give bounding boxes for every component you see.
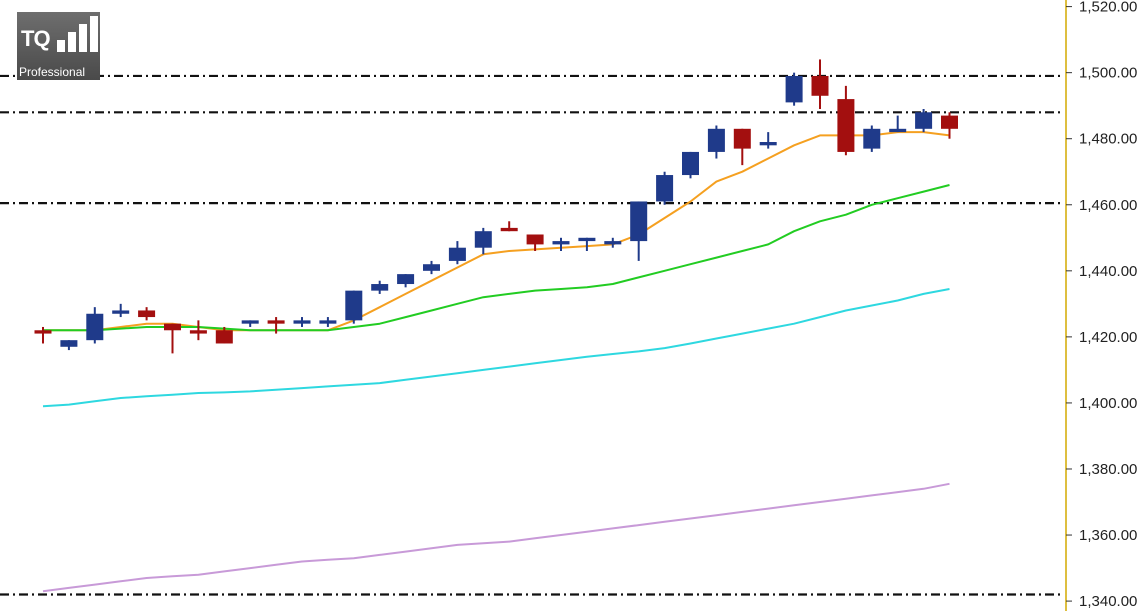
candle-body [293, 320, 311, 324]
candle-body [448, 247, 466, 261]
candle [707, 125, 725, 159]
ma-fast-line [43, 131, 950, 332]
ma-mid-line [43, 184, 950, 332]
candle [630, 201, 648, 261]
y-tick-label: 1,380.00 [1079, 461, 1137, 478]
candle-body [60, 340, 78, 347]
candle [345, 290, 363, 324]
bar-chart-icon [57, 16, 98, 52]
candle [423, 260, 440, 275]
candle-body [423, 264, 440, 271]
logo-brand: TQ [21, 26, 51, 51]
candle [267, 317, 285, 334]
candle [837, 85, 855, 156]
candle-body [189, 330, 207, 334]
candle [889, 115, 907, 133]
candle [397, 274, 415, 288]
candle-body [915, 112, 933, 129]
candle-body [241, 320, 259, 324]
candles [34, 59, 958, 354]
candle-body [526, 234, 544, 245]
candle-body [34, 330, 52, 334]
candle [371, 280, 389, 294]
candle [526, 234, 544, 252]
candle [656, 171, 674, 205]
y-tick-label: 1,420.00 [1079, 329, 1137, 346]
candle [604, 237, 622, 248]
candle [112, 303, 130, 318]
candle [552, 237, 570, 252]
candle-body [733, 128, 751, 149]
logo: TQ Professional [17, 12, 100, 80]
candle [941, 112, 958, 139]
candle-body [682, 151, 699, 176]
candle-body [811, 75, 829, 96]
candle [474, 227, 492, 255]
candle [915, 108, 933, 133]
ma-long-line [42, 482, 950, 593]
candle-body [552, 241, 570, 245]
candle-body [707, 128, 725, 152]
y-tick-label: 1,340.00 [1079, 593, 1137, 610]
candle-body [837, 99, 855, 152]
candle-body [138, 310, 156, 318]
candle-body [267, 320, 285, 324]
candle [863, 125, 881, 152]
candle-body [941, 115, 958, 129]
candle-body [863, 128, 881, 149]
candle-body [578, 237, 596, 242]
candle-body [319, 320, 337, 324]
candle-body [759, 142, 777, 146]
y-tick-label: 1,460.00 [1079, 197, 1137, 214]
candle [60, 340, 78, 351]
candle [759, 132, 777, 149]
y-tick-label: 1,360.00 [1079, 527, 1137, 544]
candle-body [604, 241, 622, 245]
y-tick-label: 1,480.00 [1079, 131, 1137, 148]
candle-body [656, 175, 674, 202]
horizontal-levels [0, 74, 1062, 596]
ma-slow-line [42, 288, 950, 408]
candle-body [474, 231, 492, 248]
candle [164, 323, 181, 354]
price-axis: 1,520.00 1,500.00 1,480.00 1,460.00 1,440.00… [1065, 0, 1137, 611]
candle-body [889, 128, 907, 133]
candle-body [215, 330, 233, 344]
candle [448, 241, 466, 265]
candle-body [630, 201, 648, 242]
candle-body [164, 323, 181, 331]
y-tick-label: 1,400.00 [1079, 395, 1137, 412]
candle-body [371, 284, 389, 291]
candle [189, 320, 207, 341]
logo-subtitle: Professional [19, 65, 86, 79]
candle-body [112, 310, 130, 314]
y-tick-label: 1,520.00 [1079, 0, 1137, 16]
y-tick-label: 1,500.00 [1079, 65, 1137, 82]
candle [733, 128, 751, 166]
candle-body [500, 227, 518, 232]
candle-body [785, 75, 803, 103]
candle [138, 307, 156, 321]
candle [682, 151, 699, 179]
candle [811, 59, 829, 109]
candle-body [86, 313, 104, 341]
y-tick-label: 1,440.00 [1079, 263, 1137, 280]
candle [86, 307, 104, 344]
candle [293, 317, 311, 327]
moving-average-lines [42, 131, 950, 593]
candle [319, 317, 337, 327]
candle [34, 326, 52, 344]
candle [241, 320, 259, 327]
candle-body [397, 274, 415, 285]
candle [785, 72, 803, 106]
candle [500, 221, 518, 232]
candle-body [345, 290, 363, 321]
candle [215, 326, 233, 344]
candle [578, 237, 596, 252]
